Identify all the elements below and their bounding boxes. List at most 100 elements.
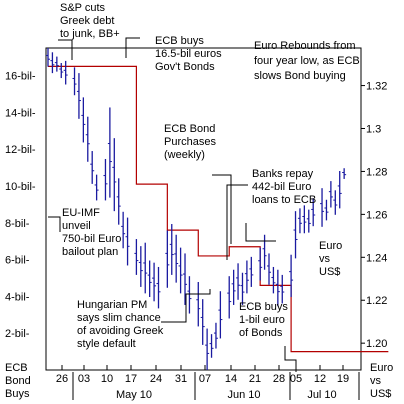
left-tick-label: 6-bil- bbox=[5, 255, 30, 267]
right-tick-label: 1.20 bbox=[366, 338, 387, 350]
euro-ohlc-bar bbox=[81, 97, 86, 143]
euro-ohlc-bar bbox=[54, 56, 59, 72]
bond-purchases-layer bbox=[48, 65, 389, 353]
annotation-eurousd-mid-line: vs bbox=[319, 253, 331, 265]
left-tick-label: 2-bil- bbox=[5, 328, 30, 340]
annotation-ecbweekly-line: ECB Bond bbox=[164, 123, 215, 135]
annotation-banks-line: Banks repay bbox=[252, 168, 314, 180]
x-tick-label: 24 bbox=[150, 373, 162, 385]
right-tick-label: 1.3 bbox=[366, 124, 381, 136]
annotation-leader-line bbox=[284, 346, 297, 372]
euro-ohlc-bar bbox=[289, 254, 294, 298]
euro-ohlc-bar bbox=[63, 60, 68, 85]
right-tick-label: 1.28 bbox=[366, 166, 387, 178]
euro-ohlc-bar bbox=[59, 63, 64, 79]
x-tick-label: 31 bbox=[175, 373, 187, 385]
annotation-euimf-line: bailout plan bbox=[62, 246, 118, 258]
annotation-leader-line bbox=[245, 223, 276, 242]
x-tick-label: 05 bbox=[290, 373, 302, 385]
annotation-euimf-line: 750-bil Euro bbox=[62, 233, 121, 245]
annotation-leader-line bbox=[58, 39, 73, 60]
annotation-hungary-line: of avoiding Greek bbox=[77, 325, 164, 337]
euro-ohlc-bar bbox=[116, 178, 121, 225]
euro-ohlc-bar bbox=[227, 276, 232, 319]
annotation-title-line: Euro Rebounds from bbox=[254, 40, 356, 52]
annotation-leader-line bbox=[48, 216, 61, 232]
euro-ohlc-bar bbox=[236, 263, 241, 300]
annotation-sp-line: to junk, BB+ bbox=[60, 28, 120, 40]
euro-ohlc-bar bbox=[50, 52, 55, 74]
euro-ohlc-bar bbox=[196, 281, 201, 327]
annotation-eurousd-mid-line: Euro bbox=[319, 240, 342, 252]
euro-ohlc-bar bbox=[178, 247, 183, 294]
plot-frame bbox=[45, 47, 362, 371]
euro-ohlc-bar bbox=[85, 116, 90, 162]
euro-ohlc-bar bbox=[275, 269, 280, 307]
euro-ohlc-bar bbox=[218, 291, 223, 339]
euro-ohlc-bar bbox=[121, 211, 126, 249]
right-tick-label: 1.32 bbox=[366, 81, 387, 93]
annotation-ecb16-line: 16.5-bil euros bbox=[155, 48, 222, 60]
annotation-euimf-line: unveil bbox=[62, 220, 91, 232]
annotation-eurousd-bot-line: US$ bbox=[370, 388, 391, 400]
right-tick-label: 1.26 bbox=[366, 209, 387, 221]
left-tick-label: 14-bil- bbox=[5, 107, 36, 119]
euro-ohlc-bar bbox=[337, 171, 342, 209]
right-tick-label: 1.22 bbox=[366, 295, 387, 307]
annotation-eurousd-bot-line: vs bbox=[370, 375, 382, 387]
euro-ohlc-bar bbox=[90, 151, 95, 184]
annotation-leader-layer bbox=[48, 37, 297, 372]
euro-ohlc-bar bbox=[280, 274, 285, 304]
annotation-sp-line: Greek debt bbox=[60, 15, 114, 27]
euro-ohlc-bar bbox=[320, 188, 325, 227]
annotation-leader-line bbox=[226, 184, 248, 260]
annotation-hungary-line: style default bbox=[77, 338, 136, 350]
annotation-banks-line: loans to ECB bbox=[252, 194, 316, 206]
annotation-ecb16-line: Gov't Bonds bbox=[155, 61, 215, 73]
euro-ohlc-bar bbox=[209, 334, 214, 358]
x-month-label: Jul 10 bbox=[307, 389, 336, 401]
annotation-ecb1-line: ECB buys bbox=[239, 301, 288, 313]
annotation-ecb1-line: of Bonds bbox=[239, 327, 283, 339]
euro-ohlc-bar bbox=[169, 224, 174, 275]
annotation-ecb16-line: ECB buys bbox=[155, 35, 204, 47]
euro-ohlc-bar bbox=[147, 260, 152, 298]
euro-ohlc-bar bbox=[94, 174, 99, 201]
euro-ohlc-bar bbox=[231, 269, 236, 305]
left-tick-label: 10-bil- bbox=[5, 181, 36, 193]
euro-ohlc-bar bbox=[306, 209, 311, 233]
euro-ohlc-bar bbox=[112, 138, 117, 212]
euro-ohlc-bar bbox=[262, 234, 267, 270]
euro-ohlc-bar bbox=[297, 208, 302, 234]
annotation-hungary-line: says slim chance bbox=[77, 312, 161, 324]
x-tick-label: 26 bbox=[56, 373, 68, 385]
euro-ohlc-bar bbox=[311, 198, 316, 227]
x-tick-label: 03 bbox=[78, 373, 90, 385]
x-tick-label: 21 bbox=[249, 373, 261, 385]
right-tick-label: 1.24 bbox=[366, 252, 387, 264]
euro-ohlc-bar bbox=[125, 217, 130, 266]
euro-ohlc-bar bbox=[46, 48, 50, 67]
euro-ohlc-bar bbox=[156, 266, 161, 309]
left-tick-label: 16-bil- bbox=[5, 71, 36, 83]
x-month-label: May 10 bbox=[116, 389, 152, 401]
x-tick-label: 19 bbox=[337, 373, 349, 385]
euro-ohlc-bar bbox=[258, 247, 263, 281]
euro-ohlc-bar bbox=[200, 299, 205, 345]
euro-ohlc-bar bbox=[293, 211, 298, 259]
euro-ohlc-bar bbox=[187, 276, 192, 314]
euro-ohlc-bar bbox=[143, 242, 148, 294]
euro-ohlc-bar bbox=[271, 266, 276, 294]
annotation-title-line: slows Bond buying bbox=[254, 70, 346, 82]
euro-ohlc-bar bbox=[138, 246, 143, 287]
euro-ohlc-bar bbox=[72, 67, 77, 96]
euro-ohlc-bar bbox=[174, 234, 179, 283]
ecb-bond-purchases-line bbox=[48, 65, 389, 353]
tick-layer: 2-bil- 4-bil- 6-bil- 8-bil- 10-bil- 12-bil- 14… bbox=[5, 71, 387, 401]
euro-ohlc-bar bbox=[328, 181, 333, 208]
annotation-banks-line: 442-bil Euro bbox=[252, 181, 311, 193]
x-tick-label: 14 bbox=[225, 373, 237, 385]
euro-ohlc-bar bbox=[183, 253, 188, 305]
